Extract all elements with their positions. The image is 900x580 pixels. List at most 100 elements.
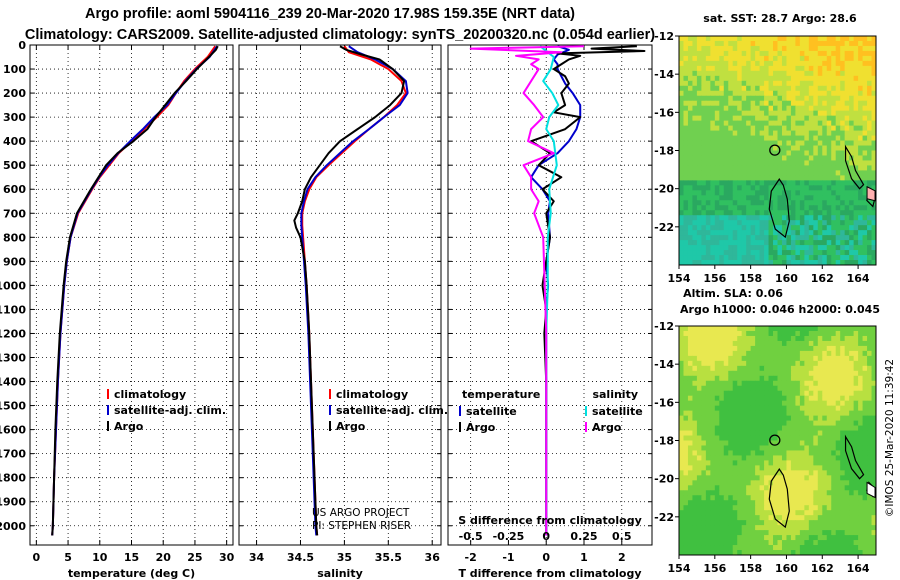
sla_map-cell	[755, 425, 761, 432]
sst_map-cell	[849, 65, 855, 72]
sst_map-cell	[759, 150, 765, 156]
sla_map-xtick-label: 162	[811, 562, 834, 575]
sst_map-cell	[826, 36, 832, 42]
sst_map-cell	[710, 255, 716, 261]
sla_map-ytick-label: -16	[654, 396, 674, 409]
sst_map-cell	[822, 75, 828, 82]
sst_map-cell	[804, 190, 810, 196]
sst_map-cell	[822, 36, 828, 42]
sla_map-cell	[840, 335, 846, 342]
sst_map-cell	[737, 255, 743, 261]
sst_map-cell	[723, 55, 729, 62]
sst_map-cell	[714, 105, 720, 112]
sst_map-cell	[826, 230, 832, 236]
sla_map-cell	[790, 350, 796, 357]
sla_map-cell	[817, 465, 823, 471]
sla_map-cell	[732, 460, 738, 466]
sst_map-cell	[773, 110, 778, 117]
sst_map-cell	[781, 65, 787, 72]
sst_map-cell	[790, 220, 796, 226]
sla_map-cell	[813, 470, 819, 476]
sla_map-cell	[759, 425, 765, 432]
sst_map-cell	[799, 175, 805, 181]
sst_map-cell	[849, 105, 855, 112]
sla_map-cell	[849, 350, 855, 357]
sst_map-cell	[786, 195, 792, 201]
sst_map-cell	[853, 36, 859, 42]
sst_map-cell	[786, 80, 792, 87]
sla_map-cell	[795, 455, 801, 461]
sst_map-cell	[867, 55, 873, 62]
sst_map-cell	[831, 115, 837, 122]
sla_map-cell	[867, 425, 873, 432]
sla_map-cell	[719, 395, 725, 402]
sla_map-cell	[835, 405, 841, 412]
sla_map-cell	[790, 475, 796, 481]
sla_map-cell	[719, 505, 725, 511]
sla_map-cell	[723, 465, 729, 471]
sla_map-cell	[799, 500, 805, 506]
sla_map-cell	[687, 495, 693, 501]
sst_map-cell	[831, 110, 837, 117]
sla_map-cell	[683, 505, 689, 511]
sla_map-cell	[777, 460, 783, 466]
sst_map-cell	[683, 45, 689, 52]
sla_map-cell	[692, 540, 698, 546]
sla_map-cell	[786, 360, 792, 367]
sla_map-cell	[871, 405, 877, 412]
sla_map-cell	[723, 480, 729, 486]
sst_map-cell	[696, 40, 702, 47]
sla_map-cell	[728, 400, 734, 407]
sst_map-cell	[813, 110, 819, 117]
sla_map-cell	[687, 380, 693, 387]
sla_map-cell	[746, 400, 752, 407]
sst_map-cell	[679, 245, 684, 251]
sla_map-cell	[714, 345, 720, 352]
sst_map-cell	[692, 145, 698, 151]
sla_map-cell	[755, 445, 761, 451]
sst_map-cell	[768, 65, 774, 72]
sst_map-cell	[714, 215, 720, 221]
sla_map-cell	[723, 550, 729, 556]
sla_map-cell	[755, 440, 761, 446]
sla_map-cell	[750, 395, 756, 402]
sst_map-cell	[692, 110, 698, 117]
sst_map-cell	[826, 50, 832, 57]
sst_map-cell	[723, 175, 729, 181]
sst_map-cell	[768, 170, 774, 176]
sla_map-cell	[768, 430, 774, 437]
sst_map-cell	[822, 260, 828, 266]
sst_map-cell	[858, 140, 864, 147]
sla_map-cell	[755, 385, 761, 392]
sla_map-cell	[723, 495, 729, 501]
sst_map-cell	[719, 180, 725, 186]
sla_map-cell	[773, 380, 778, 387]
sst_map-cell	[705, 155, 711, 161]
sla_map-cell	[867, 430, 873, 437]
sla_map-cell	[714, 395, 720, 402]
sla_map-cell	[822, 340, 828, 347]
sla_map-cell	[701, 535, 707, 541]
sst_map-cell	[781, 170, 787, 176]
sst_map-cell	[817, 135, 823, 142]
sst_map-cell	[858, 230, 864, 236]
sst_map-cell	[781, 205, 787, 211]
sla_map-cell	[773, 355, 778, 362]
sla_map-cell	[858, 450, 864, 456]
sst_map-cell	[773, 235, 778, 241]
sla_map-cell	[741, 360, 747, 367]
sst_map-cell	[831, 90, 837, 97]
sla_map-cell	[781, 440, 787, 446]
sst_map-cell	[683, 200, 689, 206]
sla_map-cell	[822, 360, 828, 367]
sla_map-cell	[723, 420, 729, 427]
sla_map-cell	[764, 326, 770, 332]
sla_map-cell	[808, 345, 814, 352]
sla_map-cell	[759, 485, 765, 491]
sla_map-cell	[813, 500, 819, 506]
sst_map-cell	[719, 70, 725, 77]
sst_map-cell	[840, 150, 846, 156]
sla_map-cell	[867, 545, 873, 551]
sst_map-cell	[817, 225, 823, 231]
sla_map-cell	[714, 355, 720, 362]
